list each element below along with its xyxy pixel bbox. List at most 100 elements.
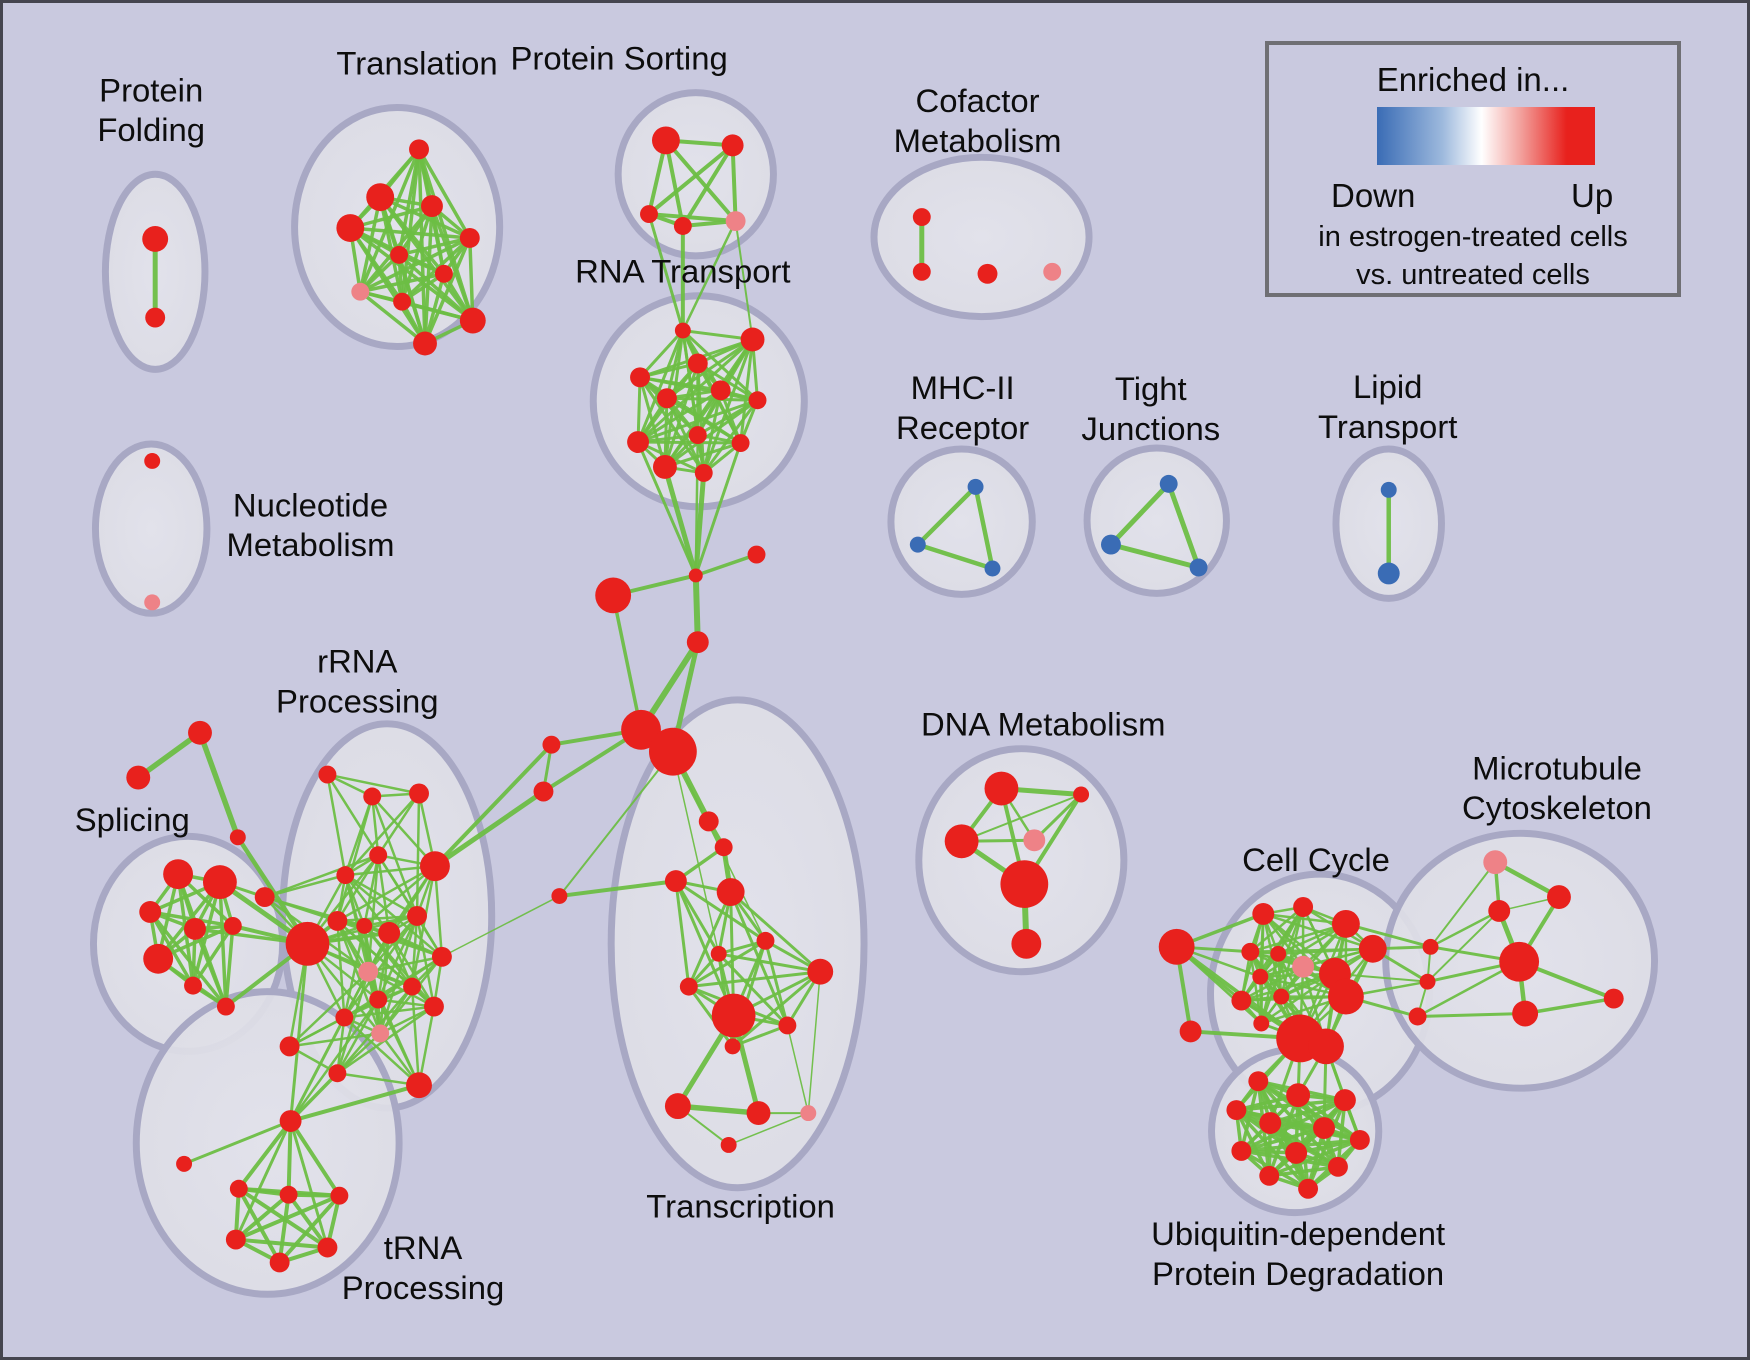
- node-spB[interactable]: [126, 765, 151, 790]
- node-dn4[interactable]: [1023, 829, 1046, 852]
- node-tr3[interactable]: [421, 195, 443, 218]
- node-cf1[interactable]: [912, 208, 931, 227]
- node-ccB2[interactable]: [1308, 1028, 1344, 1065]
- node-tr2[interactable]: [366, 183, 395, 212]
- node-cc12[interactable]: [1327, 978, 1364, 1015]
- node-tj3[interactable]: [1189, 558, 1208, 577]
- node-ub8[interactable]: [1231, 1140, 1252, 1161]
- node-dn3[interactable]: [944, 824, 979, 859]
- node-cc10[interactable]: [1358, 934, 1387, 963]
- node-tn5[interactable]: [225, 1229, 246, 1250]
- node-tr10[interactable]: [459, 307, 486, 334]
- node-mh2[interactable]: [909, 536, 926, 553]
- node-rt9[interactable]: [688, 426, 707, 445]
- node-sp6[interactable]: [143, 943, 174, 974]
- node-t7[interactable]: [711, 993, 756, 1038]
- node-rr16[interactable]: [423, 996, 444, 1017]
- node-mt2[interactable]: [1547, 885, 1571, 909]
- node-t8[interactable]: [724, 1038, 741, 1055]
- node-t11[interactable]: [746, 1101, 771, 1126]
- node-ub11[interactable]: [1259, 1165, 1280, 1186]
- node-t5[interactable]: [807, 958, 834, 985]
- node-tj1[interactable]: [1159, 474, 1178, 493]
- node-rr10[interactable]: [378, 921, 401, 944]
- node-b2[interactable]: [649, 727, 697, 776]
- node-rr1[interactable]: [318, 765, 337, 784]
- node-rr9[interactable]: [356, 917, 373, 934]
- node-rr3[interactable]: [409, 783, 429, 804]
- node-t1[interactable]: [664, 870, 687, 893]
- node-ub10[interactable]: [1327, 1156, 1348, 1177]
- node-sp5[interactable]: [223, 916, 242, 935]
- node-mt4[interactable]: [1499, 941, 1540, 982]
- node-nm1[interactable]: [144, 453, 161, 469]
- node-t2[interactable]: [716, 878, 745, 906]
- node-rr7[interactable]: [254, 887, 275, 907]
- node-tr1[interactable]: [409, 139, 429, 160]
- node-ps5[interactable]: [725, 211, 746, 231]
- node-spA[interactable]: [188, 720, 212, 745]
- node-rr14[interactable]: [403, 977, 422, 996]
- node-tn7[interactable]: [269, 1252, 290, 1273]
- node-sp2[interactable]: [202, 865, 237, 900]
- node-ub9[interactable]: [1285, 1141, 1308, 1164]
- node-tr8[interactable]: [351, 282, 370, 301]
- node-rr15[interactable]: [369, 990, 388, 1009]
- node-dn2[interactable]: [1073, 786, 1090, 803]
- node-cf2[interactable]: [912, 262, 931, 281]
- node-rt2[interactable]: [740, 327, 765, 352]
- node-rr12[interactable]: [358, 961, 379, 982]
- node-rt1[interactable]: [674, 322, 691, 339]
- node-cc5[interactable]: [1241, 942, 1260, 961]
- node-mt1[interactable]: [1483, 850, 1508, 875]
- node-rr2[interactable]: [363, 787, 382, 806]
- node-tn3[interactable]: [279, 1185, 298, 1204]
- node-cc7[interactable]: [1292, 955, 1315, 978]
- node-b1[interactable]: [621, 709, 661, 750]
- node-ps2[interactable]: [721, 134, 744, 157]
- node-tr11[interactable]: [413, 331, 437, 356]
- node-pf1[interactable]: [142, 226, 169, 252]
- node-c1[interactable]: [698, 811, 719, 832]
- node-rr19[interactable]: [279, 1036, 300, 1057]
- node-tn6[interactable]: [317, 1237, 338, 1258]
- node-spC[interactable]: [229, 829, 246, 846]
- node-sp8[interactable]: [216, 997, 235, 1016]
- node-rt5[interactable]: [656, 388, 677, 409]
- node-t10[interactable]: [664, 1093, 691, 1120]
- node-tr9[interactable]: [393, 292, 412, 311]
- node-cc9[interactable]: [1331, 909, 1360, 938]
- node-mt6[interactable]: [1603, 988, 1624, 1009]
- node-t4[interactable]: [710, 945, 727, 962]
- node-rt7[interactable]: [748, 391, 767, 410]
- node-rr21[interactable]: [406, 1072, 432, 1099]
- node-ub1[interactable]: [1248, 1071, 1269, 1092]
- node-h1[interactable]: [688, 568, 703, 583]
- node-rr4[interactable]: [336, 866, 355, 885]
- node-ub2[interactable]: [1286, 1083, 1311, 1108]
- node-ps3[interactable]: [640, 205, 658, 224]
- node-rr17[interactable]: [335, 1008, 354, 1027]
- node-ov3[interactable]: [1408, 1007, 1427, 1026]
- node-cc6[interactable]: [1270, 945, 1287, 962]
- node-t3[interactable]: [756, 931, 775, 950]
- node-t12[interactable]: [800, 1105, 817, 1122]
- node-cc14[interactable]: [1253, 1015, 1270, 1032]
- node-t9[interactable]: [778, 1016, 797, 1035]
- node-dn5[interactable]: [1000, 860, 1049, 908]
- node-tr6[interactable]: [390, 245, 409, 264]
- node-h4[interactable]: [686, 631, 709, 654]
- node-rt8[interactable]: [627, 431, 650, 454]
- node-sp7[interactable]: [184, 976, 202, 995]
- node-cc3[interactable]: [1252, 903, 1275, 925]
- node-rr11[interactable]: [407, 905, 427, 926]
- node-cf4[interactable]: [1043, 262, 1062, 281]
- node-cc8[interactable]: [1252, 968, 1269, 985]
- node-dn6[interactable]: [1011, 928, 1042, 959]
- node-s2[interactable]: [533, 781, 554, 802]
- node-rr5[interactable]: [369, 846, 388, 865]
- node-mh3[interactable]: [984, 560, 1001, 577]
- node-mt3[interactable]: [1488, 900, 1511, 922]
- node-cc13[interactable]: [1273, 988, 1290, 1005]
- node-nm2[interactable]: [144, 594, 161, 611]
